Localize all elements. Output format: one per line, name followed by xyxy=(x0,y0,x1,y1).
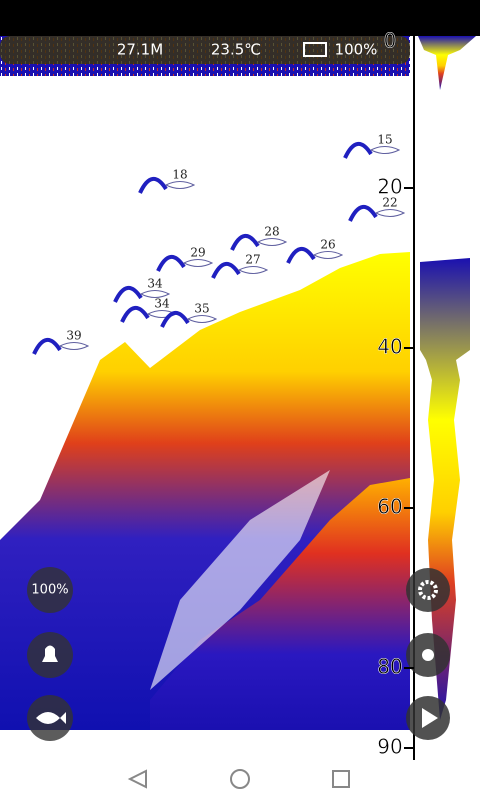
fish-symbol xyxy=(182,259,214,267)
zoom-button[interactable] xyxy=(27,567,73,613)
fish-depth-label: 18 xyxy=(172,168,187,182)
bell-icon xyxy=(42,645,58,662)
fish-depth-label: 35 xyxy=(194,302,209,316)
fish-depth-label: 34 xyxy=(147,277,163,291)
fish-depth-label: 15 xyxy=(377,133,392,147)
surface-fade xyxy=(0,76,410,106)
fish-symbol xyxy=(164,181,196,189)
fish-depth-label: 29 xyxy=(190,246,205,260)
bottom-second-layer xyxy=(150,478,410,730)
battery-reading: 100% xyxy=(335,41,378,59)
nav-home[interactable] xyxy=(230,769,250,789)
settings-button[interactable] xyxy=(406,568,450,612)
fish-arch xyxy=(211,262,241,279)
scale-surface-signal xyxy=(418,36,476,90)
fish-depth-label: 27 xyxy=(245,253,260,267)
fish-symbol xyxy=(186,315,218,323)
nav-bar xyxy=(0,730,410,800)
fish-symbol xyxy=(58,342,90,350)
gear-icon xyxy=(418,580,438,600)
depth-tick-label: 80 xyxy=(377,655,402,679)
fish-symbol xyxy=(256,238,288,246)
fish-symbol xyxy=(369,146,401,154)
fish-arch xyxy=(138,177,168,194)
fish-icon xyxy=(36,712,66,724)
fish-depth-label: 26 xyxy=(320,238,335,252)
fish-arch xyxy=(156,255,186,272)
fish-arch xyxy=(113,286,143,303)
nav-recent[interactable] xyxy=(332,770,350,788)
temperature-reading: 23.5℃ xyxy=(211,41,261,59)
fish-symbol xyxy=(312,251,344,259)
battery-icon xyxy=(303,42,327,57)
zoom-label: 100% xyxy=(31,583,68,598)
fish-symbol xyxy=(374,209,406,217)
fish-arch xyxy=(32,338,62,355)
fish-depth-label: 28 xyxy=(264,225,279,239)
fish-depth-label: 34 xyxy=(154,297,170,311)
fish-symbol xyxy=(139,290,171,298)
fish-arch xyxy=(348,205,378,222)
fish-symbol xyxy=(237,266,269,274)
fish-depth-label: 39 xyxy=(66,329,81,343)
fish-arch xyxy=(286,247,316,264)
nav-back[interactable] xyxy=(127,769,147,789)
play-icon xyxy=(422,708,438,728)
fish-arch xyxy=(230,234,260,251)
depth-tick-label: 0 xyxy=(384,29,397,53)
fish-arch xyxy=(343,142,373,159)
fish-arch xyxy=(120,306,150,323)
fish-arch xyxy=(160,311,190,328)
depth-tick-label: 20 xyxy=(377,175,402,199)
fish-depth-label: 22 xyxy=(382,196,397,210)
depth-tick-label: 90 xyxy=(377,735,402,759)
depth-tick-label: 40 xyxy=(377,335,402,359)
system-bar xyxy=(0,0,480,36)
depth-tick-label: 60 xyxy=(377,495,402,519)
depth-reading: 27.1M xyxy=(117,41,163,59)
sediment-gap xyxy=(150,470,330,690)
sun-icon xyxy=(422,649,434,661)
